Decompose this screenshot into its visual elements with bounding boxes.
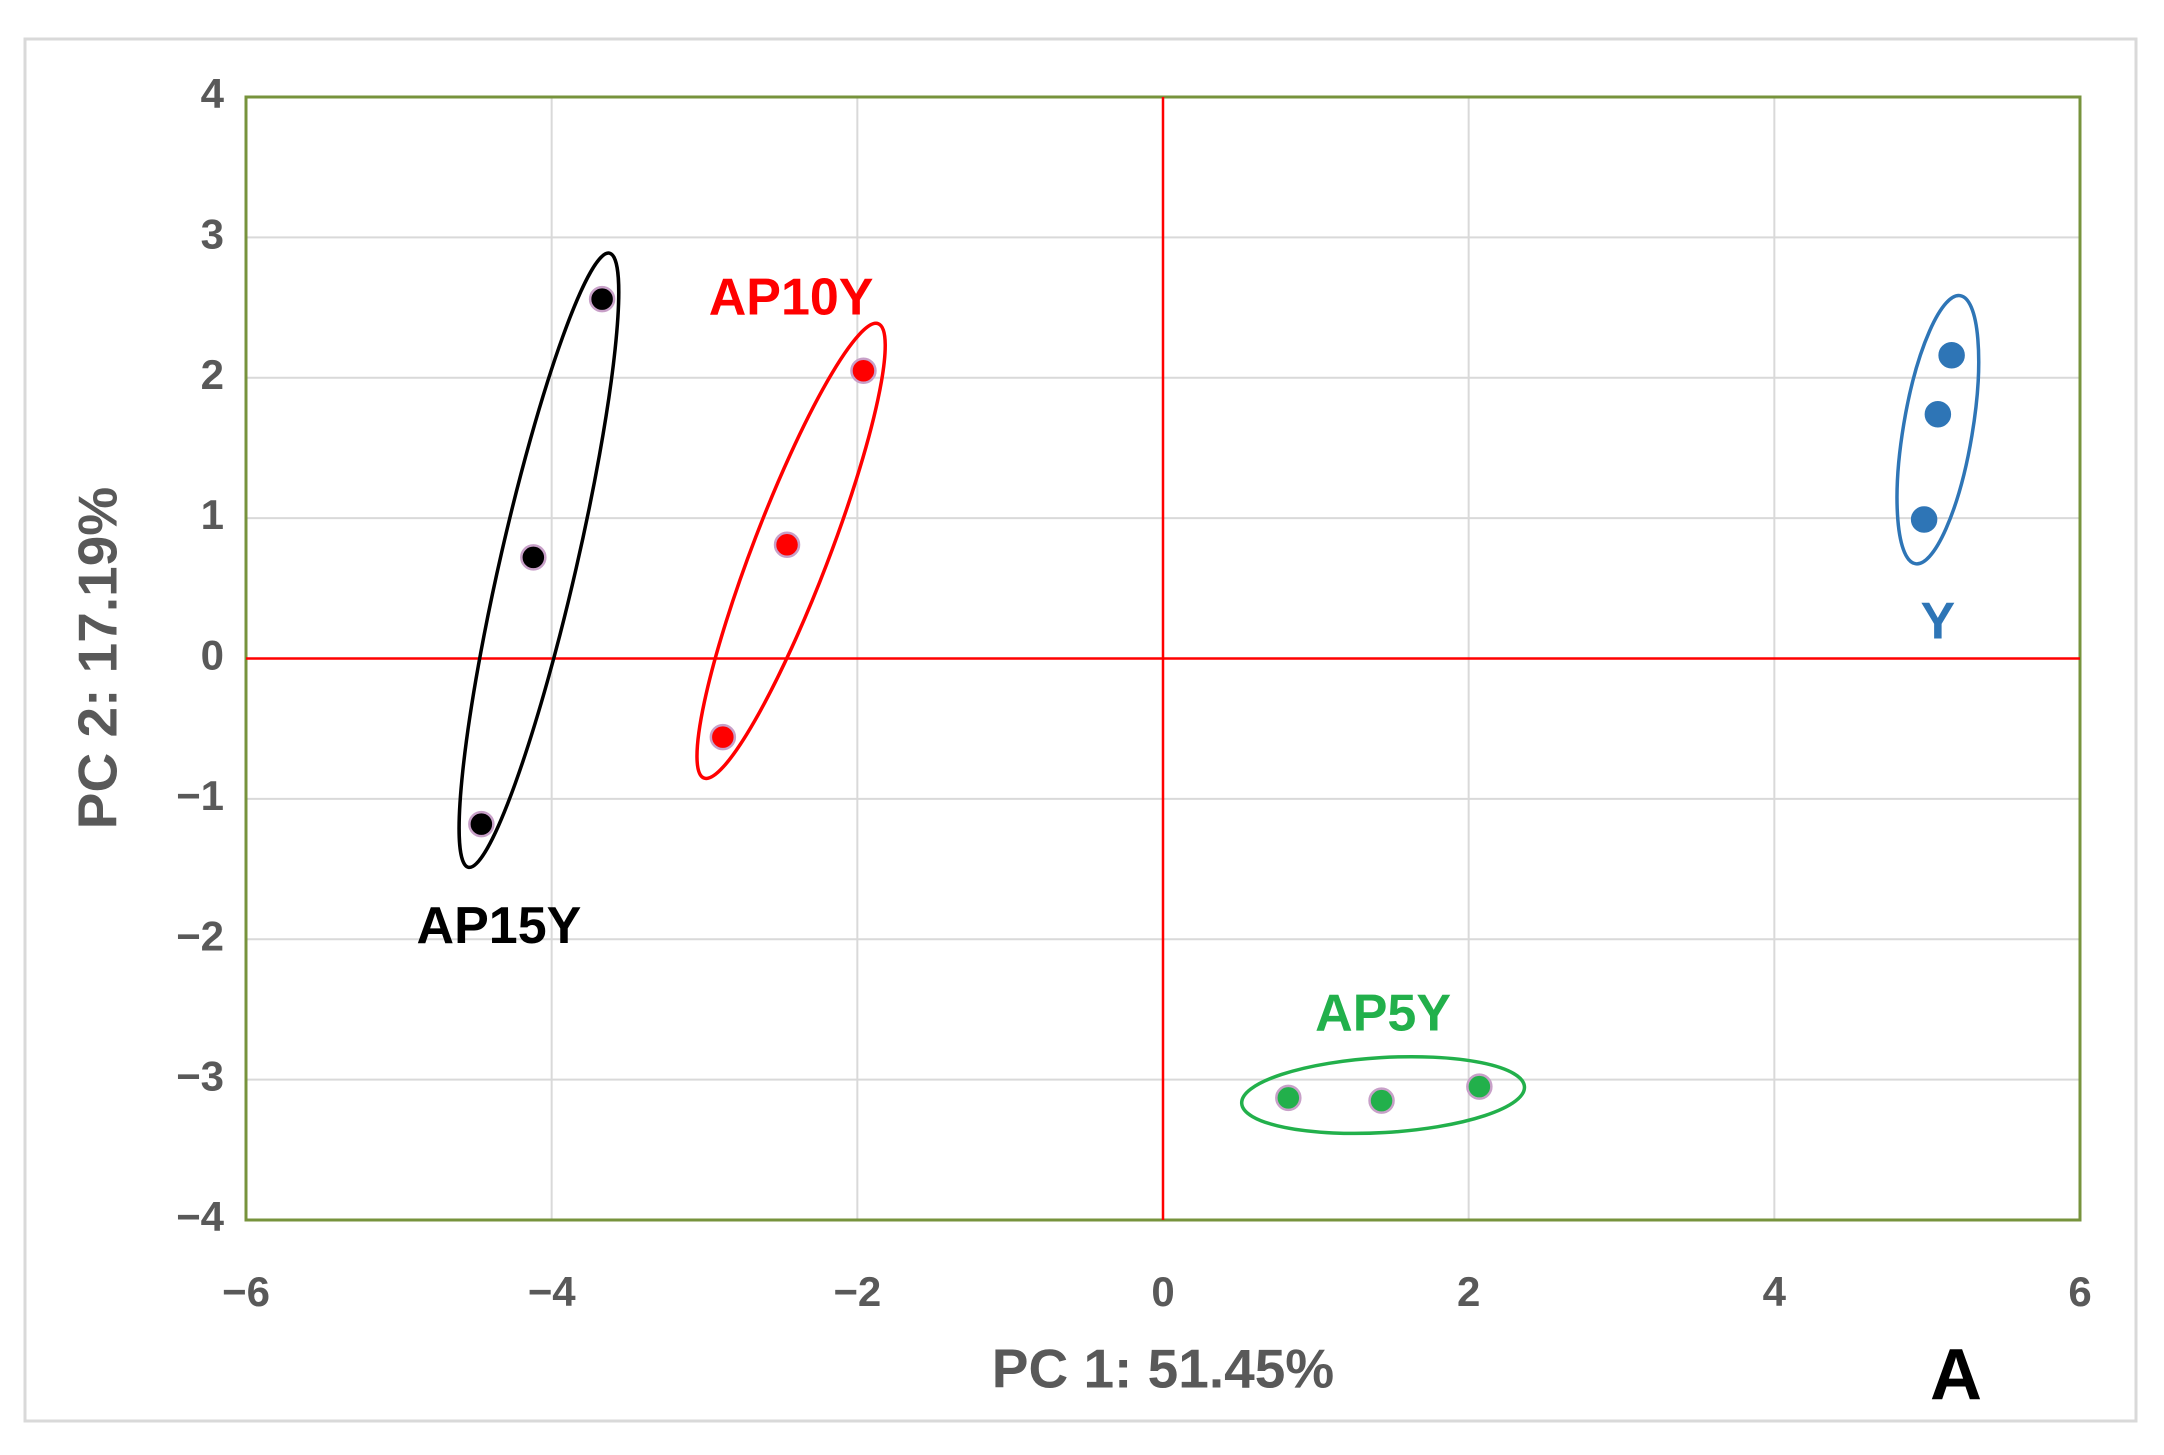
y-tick-label: −4 (176, 1193, 225, 1240)
y-tick-label: −2 (176, 912, 224, 959)
group-label: AP10Y (709, 268, 874, 326)
group-label: AP5Y (1315, 984, 1451, 1042)
point (1275, 1084, 1302, 1112)
x-tick-label: 6 (2068, 1268, 2091, 1315)
x-tick-label: −6 (222, 1268, 270, 1315)
y-tick-label: 0 (201, 632, 224, 679)
point (773, 531, 801, 559)
x-axis-title: PC 1: 51.45% (992, 1338, 1334, 1400)
point (1910, 506, 1938, 533)
x-tick-label: 4 (1763, 1268, 1787, 1315)
panel-label: A (1930, 1335, 1982, 1415)
point (1924, 400, 1952, 428)
point (588, 285, 616, 313)
point (520, 544, 547, 571)
group-label: AP15Y (417, 897, 582, 955)
x-tick-label: 2 (1457, 1268, 1480, 1315)
group-ellipse (1895, 293, 1981, 566)
point (1368, 1087, 1395, 1114)
x-tick-label: −2 (833, 1268, 881, 1315)
y-tick-label: 2 (201, 351, 224, 398)
point (850, 357, 877, 384)
y-tick-label: 3 (201, 210, 224, 257)
point (468, 810, 495, 838)
group-ellipse (457, 251, 621, 870)
x-tick-label: 0 (1151, 1268, 1174, 1315)
x-tick-label: −4 (528, 1268, 577, 1315)
point (1938, 342, 1965, 369)
y-tick-label: −3 (176, 1053, 224, 1100)
group-ellipse (695, 321, 887, 781)
y-axis-title: PC 2: 17.19% (67, 487, 129, 829)
group-label: Y (1921, 592, 1956, 650)
chart-border (23, 37, 2138, 1423)
point (709, 723, 737, 751)
group-ellipse (1239, 1054, 1527, 1136)
y-tick-label: 1 (201, 491, 224, 538)
y-tick-label: −1 (176, 772, 224, 819)
point (1466, 1073, 1493, 1100)
y-tick-label: 4 (201, 70, 225, 117)
